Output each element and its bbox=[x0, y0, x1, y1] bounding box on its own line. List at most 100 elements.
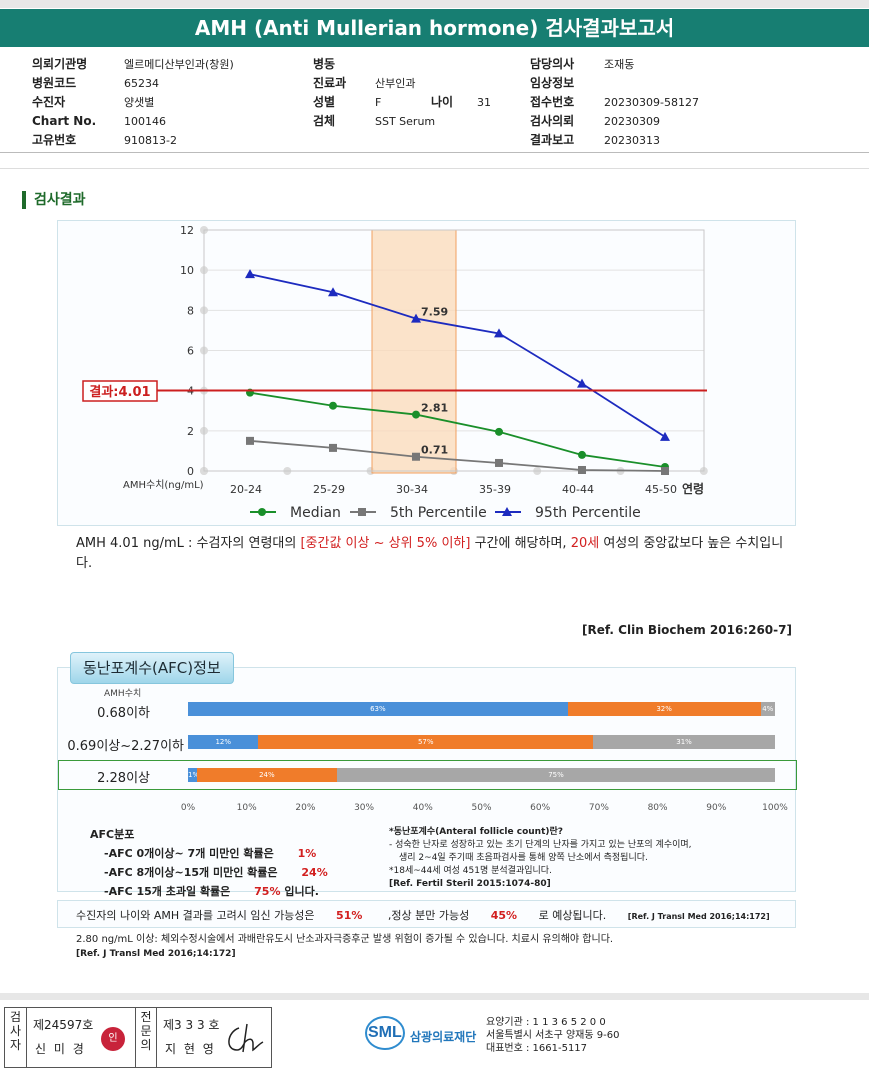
divider bbox=[0, 152, 869, 153]
afc-tab: 동난포계수(AFC)정보 bbox=[70, 652, 234, 684]
afc-bar-segment: 4% bbox=[760, 702, 776, 716]
x-tick-label: 35-39 bbox=[479, 483, 511, 496]
info-key: 의뢰기관명 bbox=[32, 57, 88, 71]
patient-info-col1: 의뢰기관명 엘르메디산부인과(창원) 병원코드 65234 수진자 양샛별 Chart… bbox=[32, 55, 234, 150]
info-key: 결과보고 bbox=[530, 133, 575, 147]
lab-name: 삼광의료재단 bbox=[410, 1030, 477, 1044]
afc-row-label: 0.69이상~2.27이하 bbox=[67, 739, 184, 754]
specialist-name: 지 현 영 bbox=[165, 1042, 216, 1056]
afc-bar-segment: 12% bbox=[188, 735, 259, 749]
pregnancy-text: 수진자의 나이와 AMH 결과를 고려시 임신 가능성은 51% ,정상 분만 … bbox=[76, 907, 770, 923]
info-value: 20230313 bbox=[604, 134, 660, 147]
afc-tick: 30% bbox=[354, 803, 375, 813]
y-tick-label: 6 bbox=[187, 345, 194, 358]
series-line bbox=[249, 273, 666, 438]
signature-icon bbox=[228, 1023, 264, 1053]
patient-info-col3: 담당의사 조재동 임상정보 접수번호 20230309-58127 검사의뢰 2023… bbox=[530, 55, 699, 150]
afc-tick: 40% bbox=[412, 803, 433, 813]
legend-marker bbox=[502, 507, 512, 516]
afc-bar-row: 63% 32% 4% bbox=[188, 702, 776, 716]
pregnancy-suffix: 로 예상됩니다. bbox=[538, 909, 607, 922]
info-key: 고유번호 bbox=[32, 133, 77, 147]
afc-tick: 100% bbox=[762, 803, 788, 813]
afc-note-line: 생리 2~4일 주기때 초음파검사를 통해 양쪽 난소에서 측정됩니다. bbox=[399, 853, 648, 863]
y-axis-label: AMH수치(ng/mL) bbox=[123, 479, 204, 491]
afc-dist-title: AFC분포 bbox=[90, 828, 135, 841]
afc-note-line: *18세~44세 여성 451명 분석결과입니다. bbox=[389, 866, 552, 876]
data-point bbox=[246, 436, 254, 445]
afc-tick: 50% bbox=[471, 803, 492, 813]
x-axis-suffix: 연령 bbox=[682, 481, 704, 496]
interp-range: [중간값 이상 ~ 상위 5% 이하] bbox=[300, 536, 471, 551]
info-value: 조재동 bbox=[604, 58, 635, 71]
x-tick-labels: 20-24 25-29 30-34 35-39 40-44 45-50 bbox=[230, 483, 677, 496]
result-label: 결과:4.01 bbox=[89, 384, 150, 400]
x-tick-label: 20-24 bbox=[230, 483, 262, 496]
afc-dist-tail: 입니다. bbox=[284, 885, 319, 898]
data-point bbox=[495, 427, 503, 436]
afc-dist-value: 1% bbox=[297, 847, 317, 860]
x-tick-label: 30-34 bbox=[396, 483, 428, 496]
afc-tick: 10% bbox=[236, 803, 257, 813]
afc-tick: 80% bbox=[647, 803, 668, 813]
afc-dist-text: -AFC 8개이상~15개 미만인 확률은 bbox=[104, 866, 278, 879]
y-tick-label: 8 bbox=[187, 304, 194, 317]
data-point bbox=[412, 452, 420, 461]
data-point bbox=[577, 378, 587, 388]
chart-legend: Median 5th Percentile 95th Percentile bbox=[250, 505, 641, 521]
info-key: Chart No. bbox=[32, 114, 97, 128]
afc-bar-segment: 32% bbox=[567, 702, 761, 716]
afc-row-label: 0.68이하 bbox=[97, 706, 150, 721]
footer-band bbox=[0, 993, 869, 1000]
specialist-label: 전문의 bbox=[135, 1008, 157, 1067]
info-key: 검사의뢰 bbox=[530, 114, 575, 128]
report-title: AMH (Anti Mullerian hormone) 검사결과보고서 bbox=[0, 9, 869, 47]
afc-dist-value: 24% bbox=[301, 866, 328, 879]
afc-bar-segment: 75% bbox=[336, 768, 775, 782]
lab-info: 요양기관 : 1 1 3 6 5 2 0 0 서울특별시 서초구 양재동 9-6… bbox=[486, 1016, 619, 1055]
data-point bbox=[660, 431, 670, 441]
plot-frame bbox=[203, 229, 705, 472]
afc-tick: 20% bbox=[295, 803, 316, 813]
inspector-name: 신 미 경 bbox=[35, 1042, 86, 1056]
info-value: 910813-2 bbox=[124, 134, 177, 147]
highlight-band bbox=[371, 229, 457, 474]
afc-bar-segment: 57% bbox=[258, 735, 594, 749]
chart-series bbox=[245, 269, 670, 475]
info-value: 엘르메디산부인과(창원) bbox=[124, 58, 234, 71]
specialist-number: 제3 3 3 호 bbox=[163, 1018, 220, 1032]
legend-label: 5th Percentile bbox=[390, 505, 487, 521]
afc-bar-row: 12% 57% 31% bbox=[188, 735, 775, 749]
series-line bbox=[249, 391, 666, 468]
age-value: 31 bbox=[477, 96, 491, 109]
legend-label: Median bbox=[290, 505, 341, 521]
data-point bbox=[329, 443, 337, 452]
section-title: 검사결과 bbox=[22, 191, 86, 209]
afc-dist-value: 75% bbox=[254, 885, 281, 898]
x-tick-label: 45-50 bbox=[645, 483, 677, 496]
afc-row-highlight bbox=[58, 760, 797, 790]
pregnancy-middle: ,정상 분만 가능성 bbox=[387, 909, 470, 922]
legend-marker bbox=[258, 508, 266, 516]
data-point bbox=[661, 467, 669, 475]
lab-address: 서울특별시 서초구 양재동 9-60 bbox=[486, 1030, 620, 1041]
info-key: 임상정보 bbox=[530, 76, 575, 90]
data-point bbox=[412, 410, 420, 419]
amh-line-chart: 024681012 20-2425-2930-3435-3940-4445-50… bbox=[82, 224, 708, 521]
afc-amh-header: AMH수치 bbox=[104, 689, 142, 699]
info-key: 검체 bbox=[313, 114, 336, 128]
data-label-p95: 7.59 bbox=[421, 306, 448, 319]
afc-dist-text: -AFC 15개 초과일 확률은 bbox=[104, 885, 231, 898]
afc-bar-segment: 24% bbox=[196, 768, 337, 782]
data-label-p5: 0.71 bbox=[421, 444, 448, 457]
data-label-median: 2.81 bbox=[421, 402, 448, 415]
info-key: 담당의사 bbox=[530, 57, 575, 71]
x-tick-label: 40-44 bbox=[562, 483, 594, 496]
info-key: 병동 bbox=[313, 57, 336, 71]
top-band bbox=[0, 0, 869, 8]
afc-tick: 90% bbox=[706, 803, 727, 813]
afc-dist-text: -AFC 0개이상~ 7개 미만인 확률은 bbox=[104, 847, 274, 860]
data-point bbox=[411, 313, 421, 323]
info-value: 65234 bbox=[124, 77, 159, 90]
afc-bar-segment: 63% bbox=[188, 702, 568, 716]
